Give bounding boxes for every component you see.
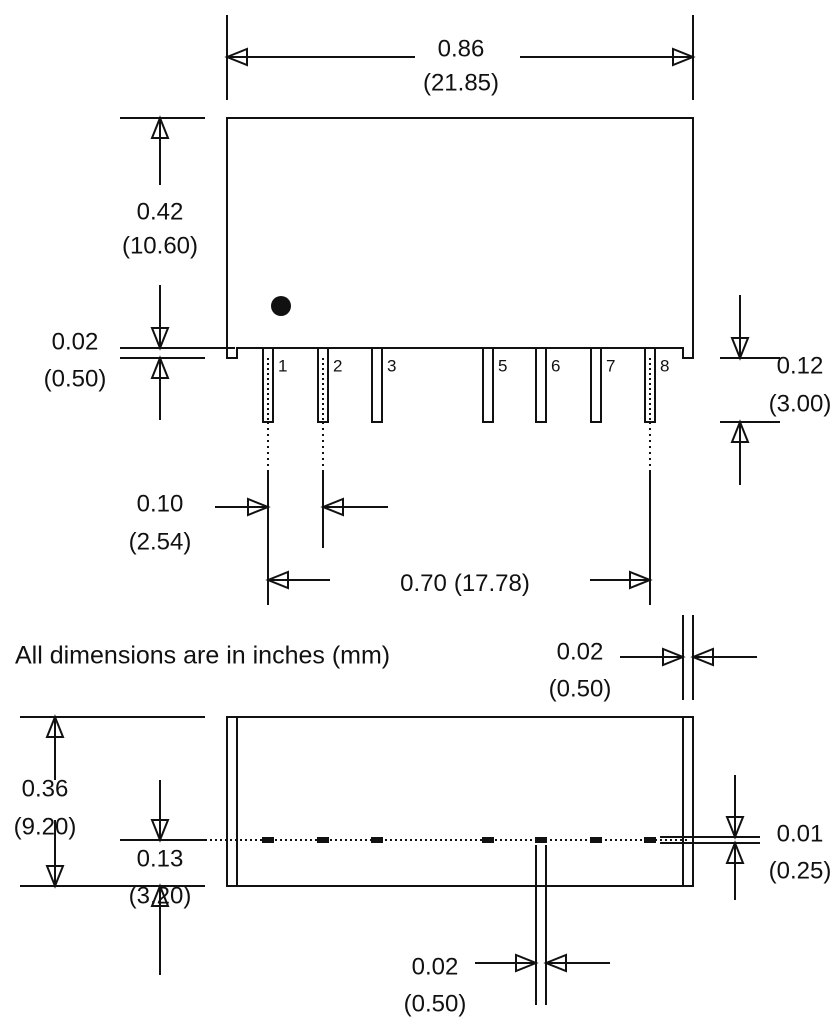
arrowhead [265, 570, 289, 590]
arrowhead [150, 819, 170, 843]
dim-inches: 0.70 [400, 570, 447, 597]
arrowhead [150, 115, 170, 139]
arrowhead [224, 47, 248, 67]
arrowhead [45, 865, 65, 889]
pin-label: 2 [333, 356, 342, 375]
dim-mm: (0.50) [404, 990, 467, 1017]
dim-mm: (17.78) [454, 570, 530, 597]
arrowhead [725, 816, 745, 840]
pin-label: 7 [606, 356, 615, 375]
pin-label: 3 [387, 356, 396, 375]
pin-pad [317, 837, 329, 843]
dim-inches: 0.02 [52, 328, 99, 355]
dim-inches: 0.02 [557, 638, 604, 665]
arrowhead [730, 419, 750, 443]
pin-pad [262, 837, 274, 843]
dim-mm: (0.25) [769, 857, 832, 884]
arrowhead [150, 327, 170, 351]
dim-inches: 0.12 [777, 352, 824, 379]
arrowhead [150, 355, 170, 379]
pin [535, 347, 547, 423]
pin-pad [535, 837, 547, 843]
dim-mm: (3.00) [769, 390, 832, 417]
dim-inches: 0.42 [137, 198, 184, 225]
dim-mm: (0.50) [549, 675, 612, 702]
arrowhead [150, 883, 170, 907]
pin-pad [371, 837, 383, 843]
pin-pad [590, 837, 602, 843]
dim-inches: 0.70 (17.78) [400, 570, 530, 597]
arrowhead [672, 47, 696, 67]
arrowhead [662, 647, 686, 667]
package-side [226, 716, 694, 887]
dim-inches: 0.02 [412, 953, 459, 980]
pin-label: 5 [498, 356, 507, 375]
pin-pad [482, 837, 494, 843]
arrowhead [730, 337, 750, 361]
dim-mm: (9.20) [14, 813, 77, 840]
note: All dimensions are in inches (mm) [15, 642, 390, 670]
pin1-dot [271, 296, 291, 316]
pin [371, 347, 383, 423]
dim-inches: 0.36 [22, 775, 69, 802]
dim-mm: (0.50) [44, 365, 107, 392]
pin [482, 347, 494, 423]
pin [590, 347, 602, 423]
arrowhead [515, 953, 539, 973]
pin-pad [644, 837, 656, 843]
package-front [226, 117, 694, 359]
pin-label: 1 [278, 356, 287, 375]
arrowhead [320, 497, 344, 517]
dim-mm: (3.20) [129, 882, 192, 909]
pin-label: 6 [551, 356, 560, 375]
pin-label: 8 [660, 356, 669, 375]
dim-inches: 0.86 [438, 35, 485, 62]
dim-mm: (10.60) [122, 232, 198, 259]
dim-inches: 0.10 [137, 490, 184, 517]
dim-mm: (21.85) [423, 69, 499, 96]
arrowhead [725, 840, 745, 864]
dim-inches: 0.13 [137, 845, 184, 872]
dim-mm: (2.54) [129, 528, 192, 555]
arrowhead [690, 647, 714, 667]
dim-inches: 0.01 [777, 820, 824, 847]
arrowhead [543, 953, 567, 973]
arrowhead [247, 497, 271, 517]
arrowhead [45, 714, 65, 738]
arrowhead [629, 570, 653, 590]
